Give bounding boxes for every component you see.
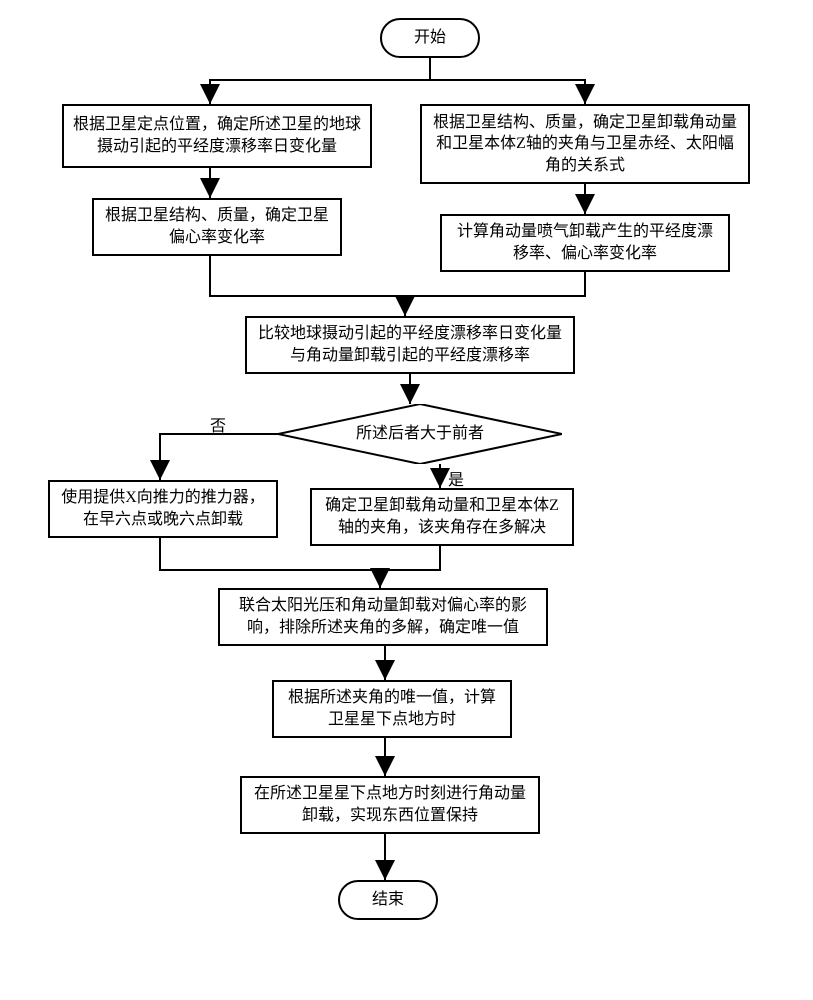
process-a2-text: 根据卫星结构、质量，确定卫星偏心率变化率: [102, 205, 332, 248]
process-b1: 根据卫星结构、质量，确定卫星卸载角动量和卫星本体Z轴的夹角与卫星赤经、太阳幅角的…: [420, 104, 750, 184]
process-compare-text: 比较地球摄动引起的平经度漂移率日变化量与角动量卸载引起的平经度漂移率: [255, 323, 565, 366]
decision-node: 所述后者大于前者: [278, 404, 562, 464]
start-label: 开始: [414, 27, 446, 49]
process-b1-text: 根据卫星结构、质量，确定卫星卸载角动量和卫星本体Z轴的夹角与卫星赤经、太阳幅角的…: [430, 112, 740, 177]
edge-label-yes-text: 是: [448, 472, 464, 489]
edge-label-no: 否: [210, 412, 226, 436]
process-g: 在所述卫星星下点地方时刻进行角动量卸载，实现东西位置保持: [240, 776, 540, 834]
process-a1: 根据卫星定点位置，确定所述卫星的地球摄动引起的平经度漂移率日变化量: [62, 104, 372, 168]
process-e-text: 联合太阳光压和角动量卸载对偏心率的影响，排除所述夹角的多解，确定唯一值: [228, 595, 538, 638]
process-g-text: 在所述卫星星下点地方时刻进行角动量卸载，实现东西位置保持: [250, 783, 530, 826]
end-node: 结束: [338, 880, 438, 920]
edge-label-yes: 是: [448, 466, 464, 490]
process-f: 根据所述夹角的唯一值，计算卫星星下点地方时: [272, 680, 512, 738]
start-node: 开始: [380, 18, 480, 58]
process-b2-text: 计算角动量喷气卸载产生的平经度漂移率、偏心率变化率: [450, 221, 720, 264]
process-a1-text: 根据卫星定点位置，确定所述卫星的地球摄动引起的平经度漂移率日变化量: [72, 114, 362, 157]
process-compare: 比较地球摄动引起的平经度漂移率日变化量与角动量卸载引起的平经度漂移率: [245, 316, 575, 374]
process-b2: 计算角动量喷气卸载产生的平经度漂移率、偏心率变化率: [440, 214, 730, 272]
end-label: 结束: [372, 889, 404, 911]
process-no: 使用提供X向推力的推力器，在早六点或晚六点卸载: [48, 480, 278, 538]
process-a2: 根据卫星结构、质量，确定卫星偏心率变化率: [92, 198, 342, 256]
process-no-text: 使用提供X向推力的推力器，在早六点或晚六点卸载: [58, 487, 268, 530]
process-f-text: 根据所述夹角的唯一值，计算卫星星下点地方时: [282, 687, 502, 730]
decision-text: 所述后者大于前者: [356, 423, 484, 445]
process-yes-text: 确定卫星卸载角动量和卫星本体Z轴的夹角，该夹角存在多解决: [320, 495, 564, 538]
edge-label-no-text: 否: [210, 418, 226, 435]
process-e: 联合太阳光压和角动量卸载对偏心率的影响，排除所述夹角的多解，确定唯一值: [218, 588, 548, 646]
process-yes: 确定卫星卸载角动量和卫星本体Z轴的夹角，该夹角存在多解决: [310, 488, 574, 546]
